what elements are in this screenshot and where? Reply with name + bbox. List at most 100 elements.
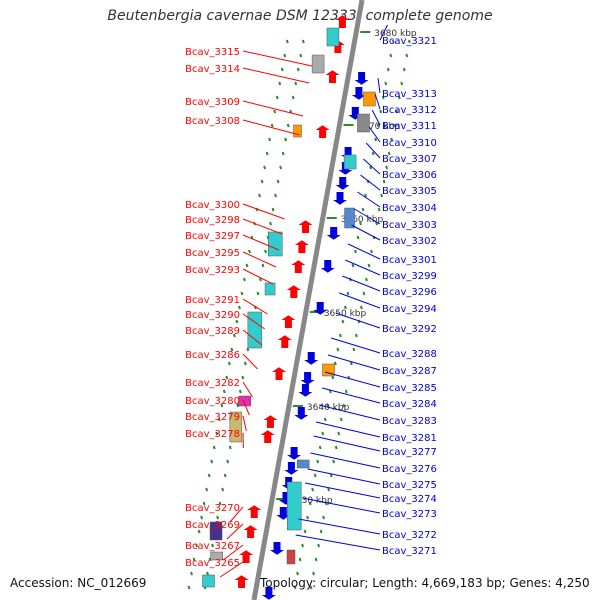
right-tick-mark	[359, 305, 363, 310]
kbp-label: 3630 kbp	[290, 496, 333, 506]
leader-line-left	[222, 544, 244, 561]
leader-line-right	[339, 292, 381, 309]
right-tick-mark	[326, 403, 330, 408]
right-tick-mark	[405, 53, 409, 58]
right-tick-mark	[322, 515, 326, 520]
gene-label-right: Bcav_3310	[382, 138, 437, 149]
right-tick-mark	[367, 263, 371, 268]
gene-arrow	[263, 415, 278, 428]
gene-label-right: Bcav_3313	[382, 89, 437, 100]
leader-line-right	[324, 371, 381, 388]
leader-line-right	[377, 77, 381, 94]
left-tick-mark	[283, 53, 287, 58]
right-tick-mark	[341, 319, 345, 324]
left-tick-mark	[274, 193, 278, 198]
gene-label-left: Bcav_3279	[185, 412, 240, 423]
left-tick-mark	[256, 291, 260, 296]
leader-line-left	[242, 381, 253, 398]
gene-label-left: Bcav_3300	[185, 200, 240, 211]
left-tick-mark	[225, 375, 229, 380]
left-tick-mark	[240, 291, 244, 296]
gene-arrow	[243, 525, 258, 538]
kbp-label: 3660 kbp	[341, 215, 384, 225]
left-tick-mark	[210, 459, 214, 464]
gene-arrow	[354, 72, 369, 85]
gene-label-left: Bcav_3278	[185, 429, 240, 440]
right-tick-mark	[303, 529, 307, 534]
right-tick-mark	[317, 543, 321, 548]
gene-label-right: Bcav_3276	[382, 464, 437, 475]
right-tick-mark	[298, 557, 302, 562]
gene-arrow	[272, 367, 287, 380]
leader-line-left	[219, 561, 244, 578]
left-tick-mark	[211, 543, 215, 548]
left-tick-mark	[259, 277, 262, 282]
right-tick-mark	[327, 487, 331, 492]
gene-label-left: Bcav_3267	[185, 541, 240, 552]
left-tick-mark	[220, 403, 224, 408]
leader-line-left	[242, 203, 285, 220]
protein-domain-box	[247, 311, 263, 349]
right-tick-mark	[375, 221, 378, 226]
gene-arrow	[287, 447, 302, 460]
right-tick-mark	[354, 249, 357, 254]
gene-arrow	[304, 352, 319, 365]
gene-arrow	[335, 177, 350, 190]
leader-line-left	[226, 523, 244, 540]
right-tick-mark	[306, 515, 310, 520]
right-tick-mark	[313, 473, 317, 478]
gene-label-right: Bcav_3285	[382, 383, 437, 394]
gene-arrow	[326, 227, 341, 240]
left-tick-mark	[227, 361, 231, 366]
gene-arrow	[276, 507, 291, 520]
left-tick-mark	[281, 151, 285, 156]
right-tick-mark	[314, 557, 318, 562]
protein-domain-box	[264, 282, 276, 296]
right-tick-mark	[332, 459, 336, 464]
right-tick-mark	[318, 445, 322, 450]
protein-domain-box	[238, 395, 251, 407]
left-tick-mark	[235, 319, 239, 324]
right-tick-mark	[387, 151, 391, 156]
leader-line-right	[351, 224, 381, 241]
gene-arrow	[300, 372, 315, 385]
leader-line-right	[365, 142, 381, 159]
left-tick-mark	[268, 137, 272, 142]
leader-line-left	[229, 506, 244, 523]
left-tick-mark	[270, 123, 274, 128]
right-tick-mark	[343, 305, 347, 310]
right-tick-mark	[377, 207, 381, 212]
gene-label-right: Bcav_3287	[382, 366, 437, 377]
leader-line-left	[242, 119, 300, 136]
leader-line-left	[242, 329, 263, 346]
gene-arrow	[333, 192, 347, 205]
left-tick-mark	[265, 151, 269, 156]
genome-backbone	[251, 0, 365, 600]
left-tick-mark	[269, 221, 272, 226]
right-tick-mark	[311, 487, 315, 492]
right-tick-mark	[361, 207, 365, 212]
gene-arrow	[291, 260, 306, 273]
right-tick-mark	[364, 193, 368, 198]
right-tick-mark	[402, 67, 406, 72]
leader-line-right	[307, 468, 381, 485]
left-tick-mark	[208, 557, 212, 562]
right-tick-mark	[336, 347, 340, 352]
right-tick-mark	[389, 53, 393, 58]
left-tick-mark	[246, 347, 250, 352]
left-tick-mark	[276, 179, 280, 184]
right-tick-mark	[346, 291, 350, 296]
leader-line-left	[242, 67, 310, 84]
leader-line-left	[242, 353, 258, 370]
protein-domain-box	[229, 411, 243, 443]
right-tick-mark	[339, 417, 343, 422]
left-tick-mark	[260, 179, 264, 184]
right-tick-mark	[316, 459, 320, 464]
gene-arrow	[277, 335, 292, 348]
leader-line-right	[368, 126, 381, 143]
leader-line-left	[242, 268, 274, 285]
gene-arrow	[294, 240, 309, 253]
gene-label-right: Bcav_3281	[382, 433, 437, 444]
protein-domain-box	[326, 27, 340, 47]
gene-label-right: Bcav_3321	[382, 36, 437, 47]
